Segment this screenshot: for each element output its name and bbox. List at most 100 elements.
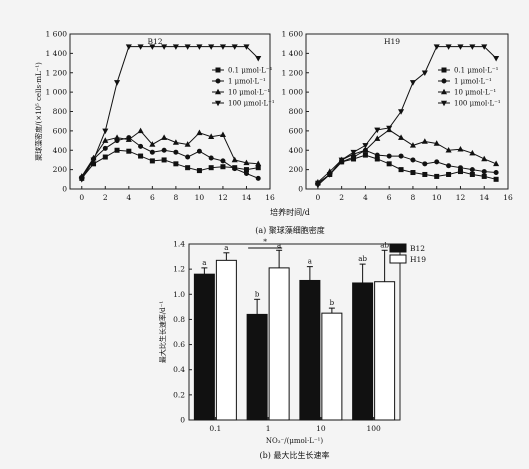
x-tick-label: 0: [315, 193, 320, 202]
data-point: [434, 173, 440, 179]
legend-marker: [440, 88, 448, 95]
data-point: [220, 158, 226, 164]
data-point: [398, 167, 404, 173]
data-point: [102, 154, 108, 160]
series-line: [81, 130, 259, 177]
significance-letter: b: [255, 290, 260, 298]
chart-title: H19: [384, 37, 400, 46]
data-point: [409, 142, 416, 148]
x-tick-label: 12: [218, 193, 228, 202]
data-point: [362, 152, 368, 158]
data-point: [126, 148, 132, 154]
y-tick-label: 0.2: [173, 390, 185, 399]
data-point: [481, 155, 488, 162]
data-point: [102, 145, 108, 151]
data-point: [386, 161, 392, 167]
caption-a: (a) 聚球藻细胞密度: [255, 225, 325, 235]
data-point: [493, 170, 499, 176]
bar: [374, 281, 396, 421]
data-point: [446, 163, 452, 169]
y-tick-label: 0: [180, 416, 185, 425]
x-tick-label: 4: [363, 193, 368, 202]
x-tick-label: 12: [456, 193, 466, 202]
y-tick-label: 0: [298, 185, 303, 194]
y-tick-label: 1 400: [46, 49, 68, 58]
data-point: [102, 137, 109, 143]
data-point: [161, 147, 167, 153]
data-point: [208, 133, 215, 139]
series-line: [81, 46, 259, 180]
data-point: [243, 159, 250, 166]
data-point: [421, 70, 428, 77]
legend-label: 100 μmol·L⁻¹: [454, 100, 501, 108]
significance-letter: a: [224, 244, 228, 252]
bar: [321, 312, 343, 421]
data-point: [114, 80, 121, 86]
data-point: [469, 44, 476, 50]
legend-label: 1 μmol·L⁻¹: [454, 78, 492, 86]
data-point: [255, 160, 262, 167]
x-tick-label: 14: [479, 193, 489, 202]
data-point: [172, 139, 179, 145]
legend-label: 1 μmol·L⁻¹: [228, 78, 266, 86]
data-point: [374, 135, 381, 141]
data-point: [314, 182, 321, 189]
data-point: [196, 129, 203, 136]
x-axis-label: NO₃⁻/(μmol·L⁻¹): [266, 437, 323, 445]
legend-label: 10 μmol·L⁻¹: [454, 89, 496, 97]
y-tick-label: 400: [289, 146, 304, 155]
significance-letter: a: [308, 258, 312, 266]
data-point: [398, 134, 405, 140]
data-point: [469, 171, 475, 177]
data-point: [208, 165, 214, 171]
data-point: [398, 109, 405, 115]
y-tick-label: 1.2: [173, 265, 185, 274]
data-point: [386, 125, 393, 132]
data-point: [149, 158, 155, 164]
data-point: [386, 153, 392, 159]
x-axis-label: 培养时间/d: [270, 207, 310, 217]
y-tick-label: 600: [53, 126, 68, 135]
data-point: [137, 44, 144, 50]
y-tick-label: 600: [289, 126, 304, 135]
x-tick-label: 10: [195, 193, 205, 202]
legend-swatch: [389, 254, 407, 264]
data-point: [161, 44, 168, 50]
data-point: [90, 157, 97, 164]
y-tick-label: 1 600: [46, 30, 68, 39]
y-tick-label: 1.0: [173, 290, 185, 299]
data-point: [231, 44, 238, 50]
x-tick-label: 0: [79, 193, 84, 202]
data-point: [161, 134, 168, 140]
significance-letter: a: [202, 259, 206, 267]
data-point: [78, 177, 85, 183]
data-point: [481, 173, 487, 179]
y-tick-label: 0.6: [173, 340, 185, 349]
legend-marker: [215, 78, 221, 84]
data-point: [362, 146, 369, 153]
data-point: [469, 167, 475, 173]
legend-label: 10 μmol·L⁻¹: [228, 89, 270, 97]
x-tick-label: 2: [103, 193, 108, 202]
data-point: [232, 166, 238, 172]
data-point: [219, 131, 226, 138]
legend-marker: [440, 100, 448, 107]
data-point: [102, 128, 109, 135]
bar-chart: 00.20.40.60.81.01.21.40.1aa1ba10ab100aba…: [158, 237, 426, 460]
bar: [268, 267, 290, 421]
data-point: [185, 154, 191, 160]
data-point: [445, 146, 452, 153]
data-point: [149, 141, 156, 147]
legend-label: H19: [410, 255, 426, 264]
data-point: [137, 127, 144, 134]
series-line: [81, 137, 259, 179]
bar: [215, 259, 237, 421]
data-point: [243, 171, 249, 177]
y-tick-label: 1 200: [46, 68, 68, 77]
x-tick-label: 16: [265, 193, 275, 202]
x-tick-label: 6: [150, 193, 155, 202]
legend-label: B12: [410, 244, 425, 253]
data-point: [149, 44, 156, 50]
data-point: [185, 165, 191, 171]
series-line: [317, 149, 497, 184]
